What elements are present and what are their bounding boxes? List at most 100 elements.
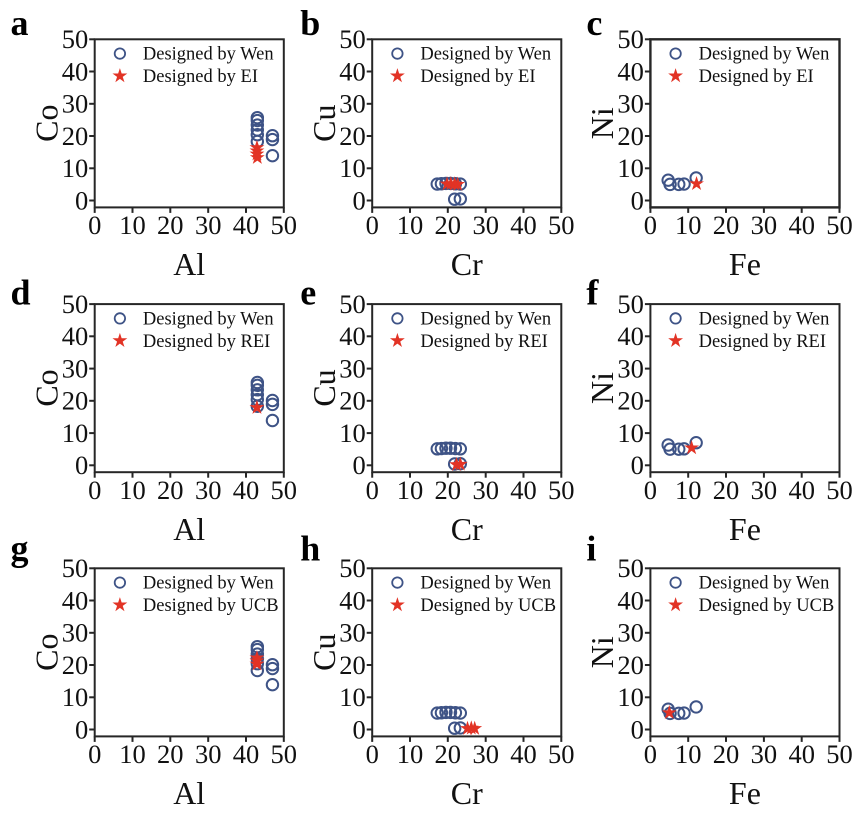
svg-text:0: 0 [366,475,379,505]
svg-text:50: 50 [339,289,366,319]
svg-text:50: 50 [826,739,853,769]
svg-text:30: 30 [339,89,366,119]
svg-text:Designed by Wen: Designed by Wen [699,574,830,594]
svg-text:Designed by UCB: Designed by UCB [420,596,556,616]
svg-text:50: 50 [339,553,366,583]
svg-text:40: 40 [339,585,366,615]
svg-text:30: 30 [195,475,222,505]
svg-text:Ni: Ni [584,372,620,404]
svg-text:0: 0 [88,739,101,769]
svg-text:40: 40 [233,739,260,769]
svg-text:10: 10 [617,153,644,183]
svg-text:30: 30 [751,739,778,769]
svg-text:Designed by Wen: Designed by Wen [143,310,274,330]
svg-text:0: 0 [366,210,379,240]
svg-text:50: 50 [548,210,575,240]
svg-text:20: 20 [339,121,366,151]
svg-text:50: 50 [62,24,89,54]
svg-text:20: 20 [62,386,89,416]
svg-text:Ni: Ni [584,636,620,668]
svg-text:a: a [11,3,29,43]
svg-text:20: 20 [435,475,462,505]
svg-text:50: 50 [617,24,644,54]
svg-text:10: 10 [339,682,366,712]
svg-text:50: 50 [826,210,853,240]
svg-text:20: 20 [435,739,462,769]
svg-text:50: 50 [548,475,575,505]
svg-text:Designed by Wen: Designed by Wen [699,45,830,65]
svg-text:20: 20 [339,386,366,416]
svg-text:10: 10 [119,739,146,769]
svg-text:20: 20 [62,650,89,680]
svg-text:0: 0 [366,739,379,769]
svg-text:20: 20 [435,210,462,240]
svg-text:30: 30 [751,475,778,505]
svg-text:50: 50 [271,739,298,769]
svg-text:10: 10 [339,418,366,448]
svg-text:10: 10 [119,210,146,240]
svg-text:Al: Al [173,246,205,282]
svg-text:40: 40 [233,210,260,240]
svg-text:20: 20 [617,650,644,680]
svg-text:Designed by Wen: Designed by Wen [420,45,551,65]
svg-text:b: b [300,3,320,43]
svg-text:30: 30 [472,739,499,769]
svg-text:30: 30 [62,353,89,383]
svg-text:50: 50 [271,475,298,505]
svg-text:20: 20 [339,650,366,680]
svg-text:10: 10 [339,153,366,183]
svg-text:40: 40 [233,475,260,505]
svg-text:10: 10 [119,475,146,505]
svg-text:40: 40 [788,210,815,240]
svg-text:Fe: Fe [729,246,761,282]
svg-text:Designed by UCB: Designed by UCB [699,596,835,616]
svg-text:10: 10 [62,418,89,448]
svg-text:40: 40 [788,739,815,769]
svg-text:30: 30 [195,210,222,240]
svg-text:30: 30 [751,210,778,240]
svg-text:40: 40 [339,321,366,351]
svg-text:0: 0 [75,450,88,480]
svg-text:Fe: Fe [729,775,761,811]
svg-text:0: 0 [352,450,365,480]
svg-text:10: 10 [675,739,702,769]
svg-text:Al: Al [173,775,205,811]
svg-text:Cr: Cr [451,511,483,547]
svg-text:20: 20 [617,121,644,151]
svg-text:Co: Co [28,634,64,671]
svg-text:0: 0 [352,185,365,215]
svg-text:20: 20 [713,210,740,240]
svg-text:g: g [11,529,29,569]
svg-text:0: 0 [631,450,644,480]
svg-text:40: 40 [510,210,537,240]
svg-text:40: 40 [617,321,644,351]
svg-text:f: f [586,272,599,312]
svg-text:Designed by Wen: Designed by Wen [699,310,830,330]
svg-text:40: 40 [617,585,644,615]
svg-text:10: 10 [617,682,644,712]
svg-text:30: 30 [339,353,366,383]
svg-text:Fe: Fe [729,511,761,547]
svg-text:20: 20 [157,739,184,769]
svg-text:Cr: Cr [451,246,483,282]
svg-text:10: 10 [397,739,424,769]
svg-text:20: 20 [157,210,184,240]
svg-text:0: 0 [631,185,644,215]
svg-text:20: 20 [157,475,184,505]
svg-text:h: h [300,529,320,569]
svg-text:10: 10 [62,153,89,183]
svg-text:20: 20 [713,475,740,505]
svg-text:10: 10 [675,210,702,240]
svg-text:10: 10 [397,475,424,505]
svg-text:10: 10 [397,210,424,240]
svg-text:30: 30 [195,739,222,769]
svg-text:50: 50 [826,475,853,505]
svg-text:40: 40 [788,475,815,505]
svg-text:0: 0 [352,714,365,744]
svg-text:10: 10 [617,418,644,448]
svg-text:50: 50 [617,289,644,319]
svg-text:Designed by EI: Designed by EI [420,67,535,87]
svg-text:50: 50 [271,210,298,240]
svg-text:40: 40 [62,321,89,351]
svg-text:30: 30 [62,89,89,119]
